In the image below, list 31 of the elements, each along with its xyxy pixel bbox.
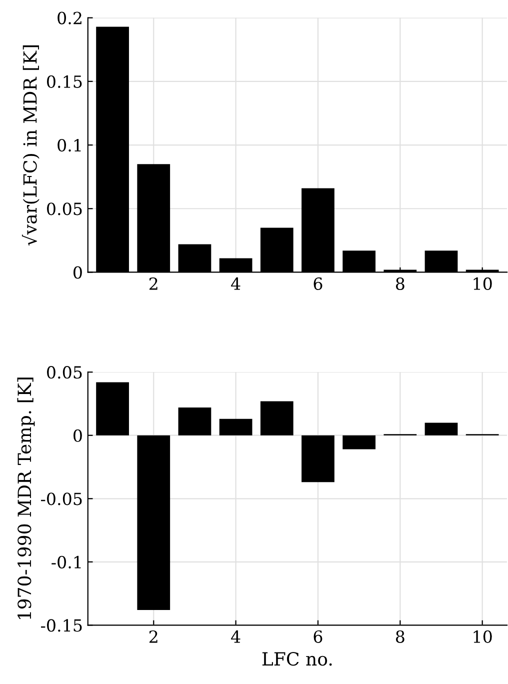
x-tick-label: 6 [314, 277, 322, 290]
y-tick-label: 0.05 [47, 202, 82, 216]
x-tick-label: 4 [231, 630, 240, 643]
bar [424, 422, 458, 436]
y-tick-label: -0.05 [41, 492, 82, 506]
y-tick-label: 0.1 [58, 138, 81, 152]
x-tick-label: 2 [149, 630, 158, 643]
bar [342, 435, 376, 450]
y-axis-title: √var(LFC) in MDR [K] [22, 45, 40, 246]
x-tick-label: 6 [314, 630, 322, 643]
x-tick-label: 8 [396, 630, 404, 643]
y-tick-label: -0.1 [52, 556, 81, 568]
x-tick-label: 10 [474, 630, 492, 643]
y-tick-label: 0.2 [58, 12, 82, 24]
y-tick-label: -0.15 [41, 619, 82, 632]
bar [137, 435, 170, 610]
bar [260, 401, 294, 436]
y-tick-label: 0.05 [47, 366, 82, 379]
y-axis-title: 1970-1990 MDR Temp. [K] [17, 378, 35, 619]
bar [96, 382, 129, 436]
bar [178, 408, 212, 436]
bar [219, 418, 252, 436]
y-tick-label: 0 [74, 266, 82, 279]
x-axis-title: LFC no. [262, 652, 332, 666]
y-tick-label: 0.15 [47, 75, 82, 88]
x-tick-label: 2 [149, 277, 158, 290]
x-tick-label: 10 [474, 277, 492, 290]
x-tick-label: 8 [396, 277, 404, 290]
x-tick-label: 4 [231, 277, 240, 290]
bar [302, 435, 334, 482]
y-tick-label: 0 [74, 429, 82, 442]
